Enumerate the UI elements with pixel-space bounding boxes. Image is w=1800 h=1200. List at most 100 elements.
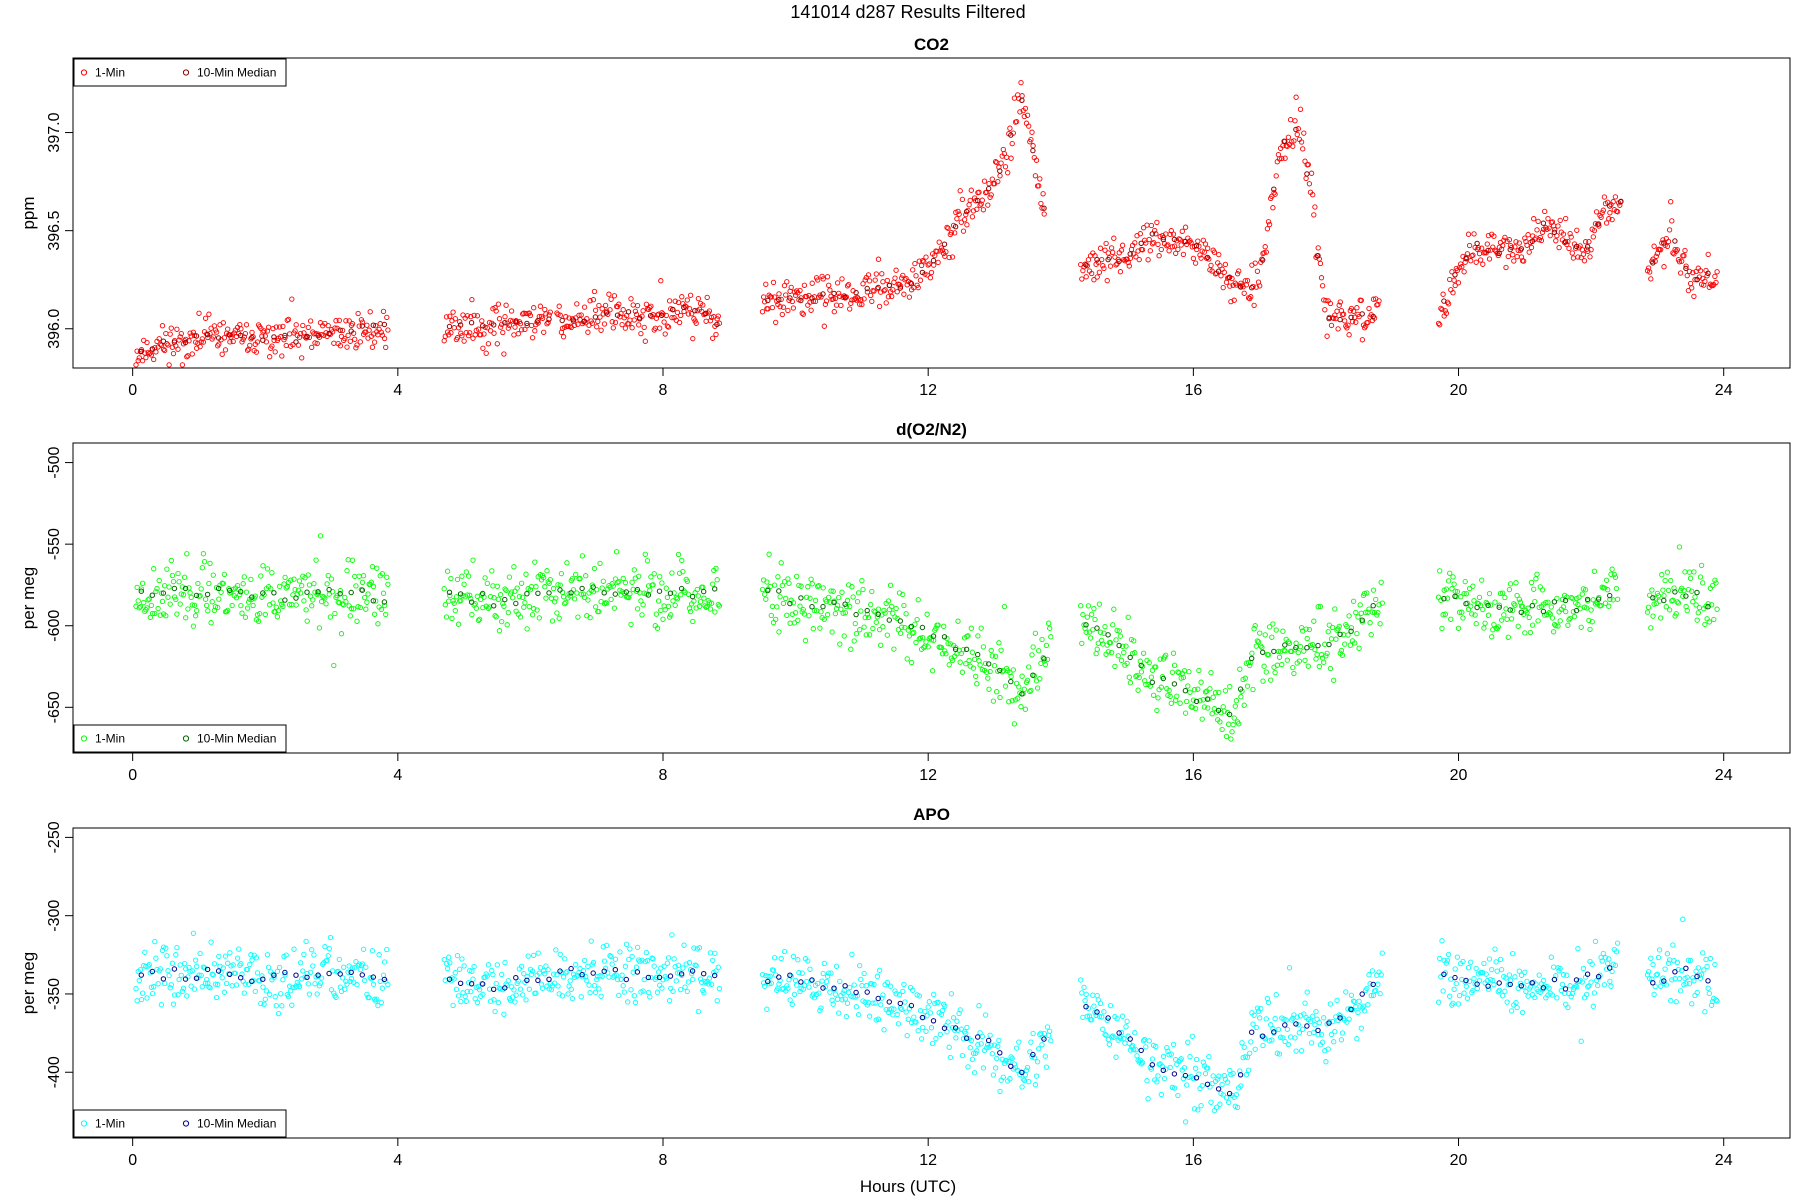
one-min-point [213,329,220,335]
one-min-point [708,314,715,321]
one-min-point [469,296,475,303]
one-min-point [995,178,1001,185]
one-min-point [770,279,777,286]
median-point [524,591,530,597]
one-min-point [1301,130,1307,136]
one-min-point [163,945,169,951]
one-min-point [230,962,236,968]
one-min-point [492,1008,498,1015]
one-min-point [1647,975,1653,982]
one-min-point [991,1042,998,1048]
one-min-point [663,976,669,982]
one-min-point [358,586,365,593]
one-min-point [1163,652,1169,658]
one-min-point [1578,624,1584,630]
one-min-point [152,938,158,945]
one-min-point [1021,686,1027,692]
one-min-point [819,273,825,280]
one-min-point [246,599,252,605]
one-min-point [1039,636,1045,643]
one-min-point [1036,1046,1042,1052]
one-min-point [1339,1030,1346,1036]
one-min-point [1680,916,1686,922]
one-min-point [634,944,641,951]
one-min-point [1312,1022,1318,1028]
one-min-point [869,588,875,595]
one-min-point [633,311,640,318]
one-min-point [380,308,387,315]
one-min-point [1244,683,1251,689]
one-min-point [935,999,941,1005]
one-min-point [1322,307,1328,313]
one-min-point [461,338,467,344]
one-min-point [518,963,525,969]
one-min-point [943,249,949,255]
one-min-point [778,560,784,566]
x-tick-label: 0 [128,1152,137,1169]
one-min-point [444,568,451,574]
median-point [568,590,574,596]
one-min-point [620,575,626,582]
one-min-point [1550,964,1557,970]
one-min-point [279,1003,285,1009]
one-min-point [1569,250,1575,256]
one-min-point [1513,580,1519,586]
one-min-point [510,595,516,601]
one-min-point [602,302,609,309]
one-min-point [220,580,226,587]
one-min-point [651,963,657,969]
median-point [370,598,376,604]
one-min-point [246,981,252,987]
one-min-point [1340,311,1347,317]
one-min-point [1085,603,1092,609]
one-min-point [288,577,294,583]
one-min-point [648,574,654,580]
one-min-point [515,331,521,337]
one-min-point [661,963,667,969]
one-min-point [1539,587,1546,593]
one-min-point [480,991,486,998]
one-min-point [1512,602,1518,608]
one-min-point [929,668,936,674]
one-min-point [189,968,195,974]
one-min-point [889,1006,895,1012]
one-min-point [615,976,621,983]
one-min-point [1121,256,1127,263]
median-point [1694,276,1700,283]
one-min-point [566,315,572,321]
median-point [853,289,859,296]
one-min-point [1704,273,1710,279]
one-min-point [1084,614,1090,620]
one-min-point [899,1006,905,1012]
one-min-point [680,965,686,971]
median-point [271,972,277,978]
one-min-point [907,280,914,286]
one-min-point [322,595,328,601]
one-min-point [1454,954,1461,960]
one-min-point [1452,282,1458,289]
one-min-point [1153,664,1159,670]
one-min-point [1315,604,1321,610]
one-min-point [1300,146,1306,152]
one-min-point [807,966,813,972]
one-min-point [1089,611,1095,617]
median-point [215,585,222,592]
one-min-point [1205,1065,1211,1071]
one-min-point [1353,319,1359,325]
one-min-point [1599,958,1605,964]
one-min-point [1102,1031,1108,1038]
one-min-point [608,596,614,603]
one-min-point [1703,956,1709,963]
one-min-point [628,296,634,302]
one-min-point [633,964,640,970]
one-min-point [531,952,537,959]
one-min-point [1302,657,1308,664]
median-point [1105,632,1111,638]
one-min-point [638,598,644,604]
one-min-point [262,611,268,618]
one-min-point [803,594,810,600]
one-min-point [924,611,930,617]
one-min-point [1145,1096,1151,1102]
one-min-point [181,574,188,580]
one-min-point [454,335,461,341]
